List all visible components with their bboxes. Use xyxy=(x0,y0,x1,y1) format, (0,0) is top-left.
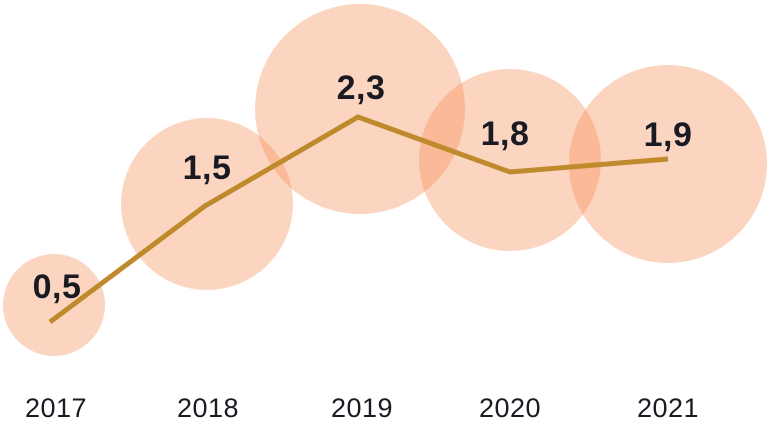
value-label-2017: 0,5 xyxy=(33,268,82,306)
year-label-2017: 2017 xyxy=(25,393,87,423)
value-label-2018: 1,5 xyxy=(183,149,232,187)
year-label-2018: 2018 xyxy=(177,393,239,423)
trend-line xyxy=(48,114,669,325)
bubble-2019 xyxy=(255,4,465,214)
value-label-2020: 1,8 xyxy=(481,115,530,153)
bubble-2020 xyxy=(419,69,601,251)
value-label-2019: 2,3 xyxy=(337,69,386,107)
year-label-2020: 2020 xyxy=(479,393,541,423)
year-label-2021: 2021 xyxy=(637,393,699,423)
bubble-2021 xyxy=(569,65,767,263)
bubble-2017 xyxy=(3,254,105,356)
year-label-2019: 2019 xyxy=(331,393,393,423)
value-label-2021: 1,9 xyxy=(644,116,693,154)
